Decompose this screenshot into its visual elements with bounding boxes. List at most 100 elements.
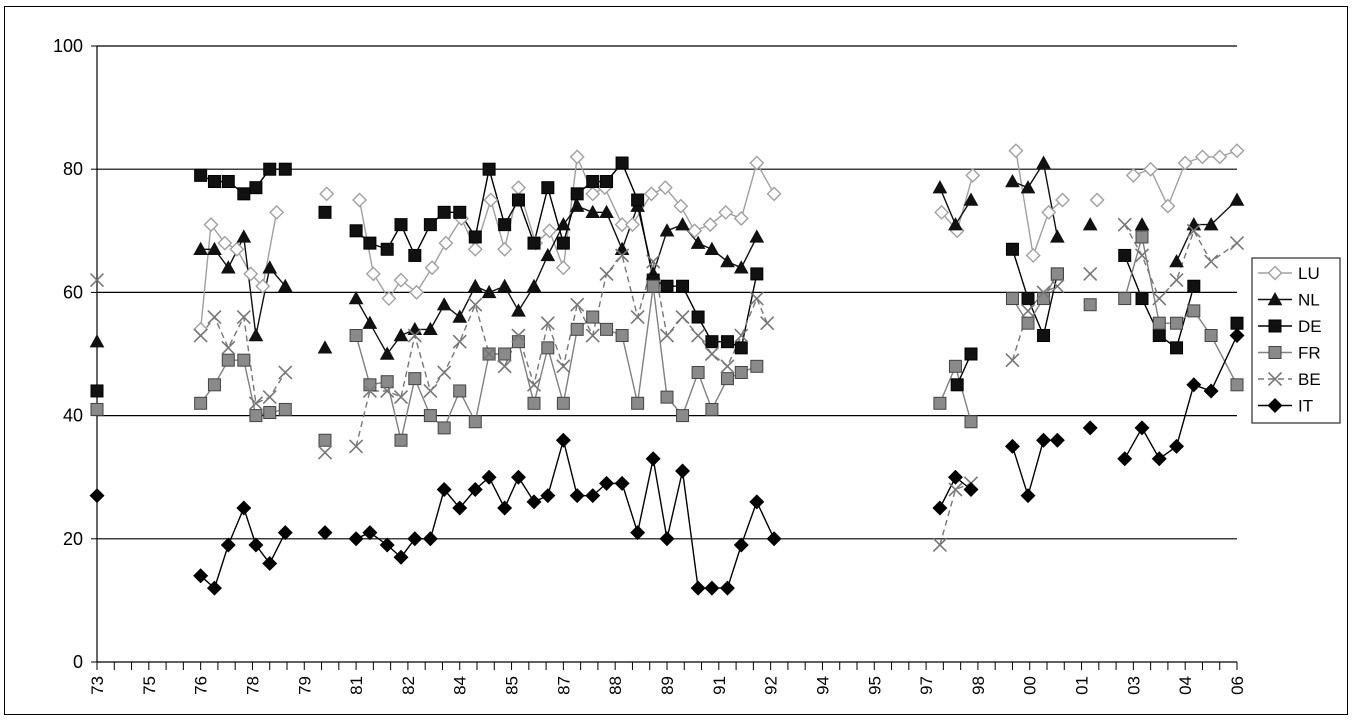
point-lu [1125,167,1141,183]
x-marker-stroke [1152,291,1167,306]
point-fr [318,433,332,447]
point-lu [687,223,703,239]
point-it [89,488,105,504]
point-it [947,469,963,485]
point-fr [498,347,512,361]
point-de [691,310,705,324]
x-marker-stroke [1267,371,1283,387]
x-tick-label: 06 [1228,676,1247,695]
point-be [615,248,630,263]
x-marker-stroke [497,359,512,374]
point-it [645,451,661,467]
point-fr [278,402,292,416]
point-it [719,580,735,596]
series-line-nl [1175,199,1238,262]
point-de [570,187,584,201]
point-it [614,475,630,491]
point-it [675,463,691,479]
x-marker-stroke [948,482,963,497]
point-nl [749,229,765,243]
point-de [600,175,614,189]
point-de [556,236,570,250]
point-it [749,494,765,510]
point-nl [207,241,222,255]
point-fr [423,409,437,423]
point-nl [704,241,720,255]
point-be [1134,248,1150,263]
series-lines [199,150,1238,590]
point-lu [766,186,782,202]
x-marker-stroke [734,328,749,343]
point-lu [733,210,749,226]
x-marker-stroke [659,328,675,343]
point-de [237,187,251,201]
point-fr [90,402,104,416]
x-tick-label: 95 [865,676,884,695]
point-fr [1118,292,1132,306]
point-lu [673,198,689,214]
x-tick-label: 00 [1021,676,1040,695]
point-fr [527,396,541,410]
point-be [526,377,542,392]
point-fr [1037,292,1051,306]
point-de [394,218,408,232]
point-lu [542,223,558,239]
series-line-fr [939,364,972,422]
point-fr [221,353,235,367]
point-de [1005,242,1019,256]
point-lu [393,272,409,288]
series-line-de [355,161,758,349]
point-it [497,500,513,516]
point-nl [1169,254,1184,268]
point-de [950,378,964,392]
point-it [1151,451,1167,467]
point-de [249,181,263,195]
point-de [631,193,645,207]
x-tick-label: 81 [347,676,366,695]
point-be [380,383,395,399]
point-it [932,500,948,516]
point-nl [948,217,963,231]
point-it [630,525,646,541]
point-it [379,537,395,553]
point-it [690,580,706,596]
point-nl [526,278,542,292]
point-fr [237,353,251,367]
point-lu [1143,161,1159,177]
point-be [407,328,422,343]
point-lu [424,260,440,276]
x-marker-stroke [526,377,542,392]
point-de [90,384,104,398]
point-nl [932,180,948,194]
point-nl [1005,173,1020,188]
y-tick-label: 80 [63,159,83,179]
point-lu [352,192,368,208]
x-tick-label: 94 [813,676,832,695]
point-de [349,224,363,238]
point-nl [1082,217,1098,231]
point-nl [497,278,512,292]
point-nl [1229,192,1245,206]
x-tick-label: 03 [1124,676,1143,695]
point-it [1020,488,1036,504]
point-fr [194,396,208,410]
point-it [362,525,378,541]
x-marker-stroke [646,254,661,269]
point-de [1118,248,1132,262]
point-de [527,236,541,250]
point-be [207,309,222,325]
x-marker-stroke [1005,353,1020,368]
point-lu [643,186,659,202]
point-lu [569,149,585,165]
point-de [676,279,690,293]
x-marker-stroke [380,383,395,399]
x-marker-stroke [630,309,645,325]
point-lu [438,235,454,251]
series-line-fr [355,286,758,441]
point-fr [394,433,408,447]
point-it [555,432,571,448]
point-de [423,218,437,232]
point-it [481,469,497,485]
point-it [1186,377,1202,393]
x-marker-stroke [468,297,483,312]
